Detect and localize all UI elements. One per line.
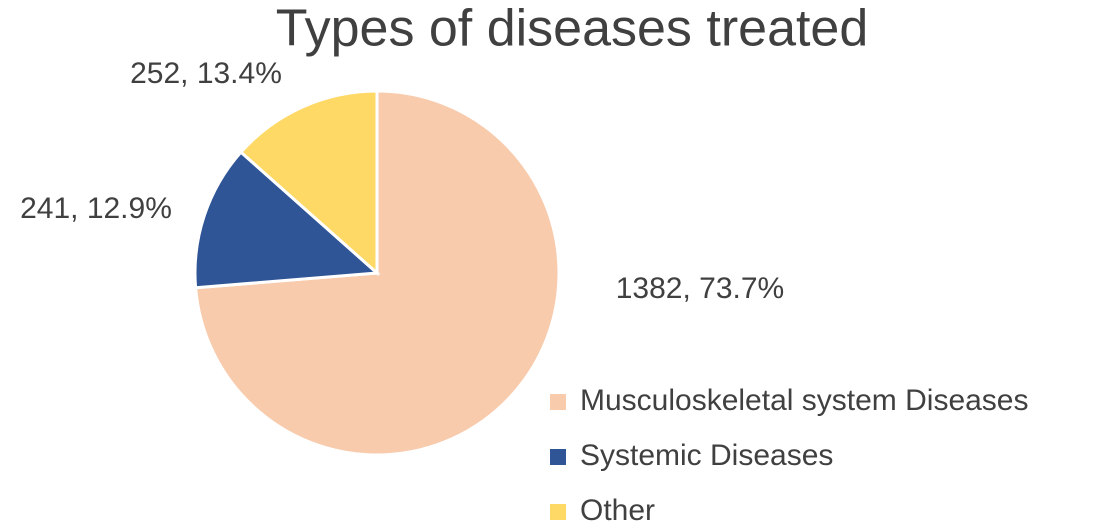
legend-swatch [550, 504, 566, 520]
data-label: 1382, 73.7% [616, 272, 784, 305]
data-label: 241, 12.9% [20, 192, 172, 225]
legend-swatch [550, 394, 566, 410]
pie-slice [193, 150, 381, 290]
legend-swatch [550, 449, 566, 465]
legend-label: Musculoskeletal system Diseases [580, 384, 1029, 417]
data-label: 252, 13.4% [130, 57, 282, 90]
legend-label: Systemic Diseases [580, 439, 833, 472]
legend-label: Other [580, 494, 655, 527]
pie-slice [238, 89, 379, 277]
chart-title: Types of diseases treated [276, 0, 869, 58]
